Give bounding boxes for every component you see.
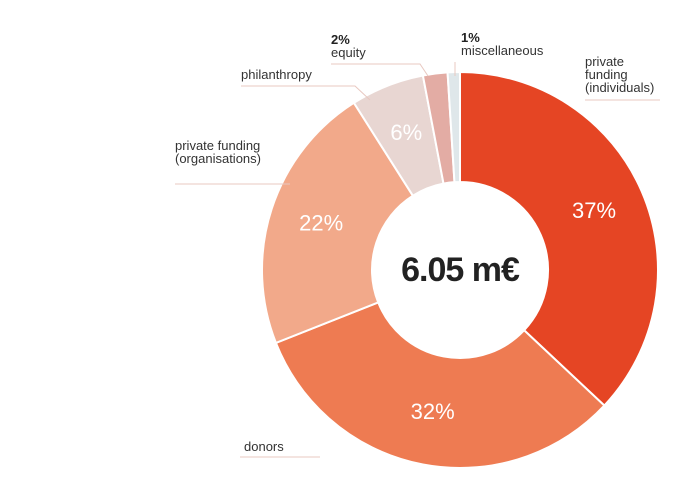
donut-slice (274, 301, 606, 469)
donut-slice (459, 70, 659, 407)
slice-label: 6% (390, 120, 422, 145)
category-label: private funding (organisations) (175, 138, 261, 166)
leader-line (331, 63, 429, 77)
slice-label: 1% (461, 30, 480, 45)
slice-label: 37% (572, 198, 616, 223)
category-label: equity (331, 45, 366, 60)
slice-label: 2% (331, 32, 350, 47)
category-label: private funding (individuals) (585, 54, 655, 95)
donut-slice (446, 70, 461, 184)
center-total: 6.05 m€ (401, 251, 520, 289)
slice-label: 32% (411, 399, 455, 424)
slice-label: 22% (299, 211, 343, 236)
category-label: miscellaneous (461, 43, 544, 58)
category-label: donors (244, 439, 284, 454)
category-label: philanthropy (241, 67, 312, 82)
donut-slice (261, 101, 415, 345)
leader-line (241, 85, 371, 101)
